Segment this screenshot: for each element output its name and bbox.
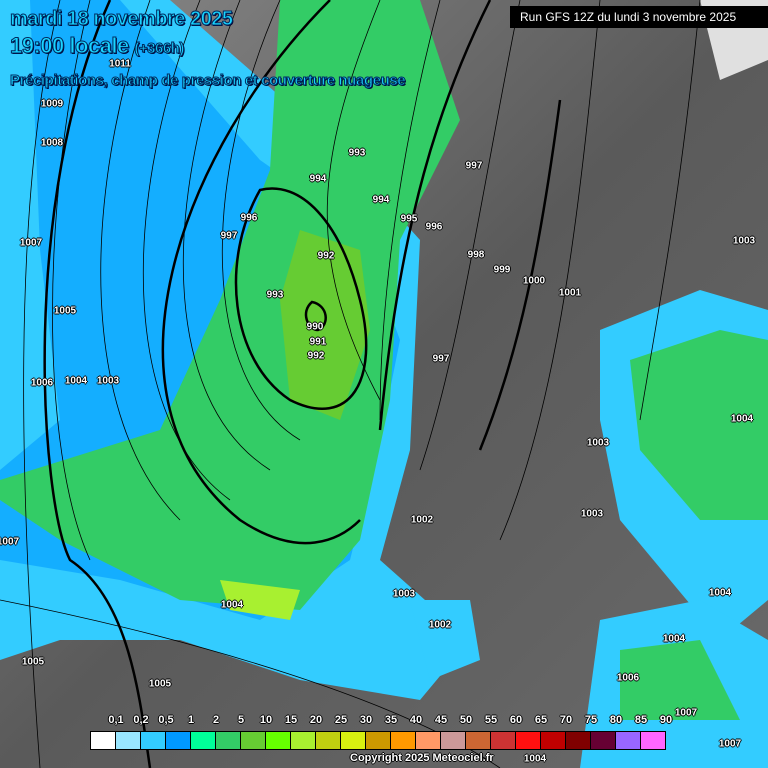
- legend-swatch: [416, 732, 441, 749]
- isobar-label: 994: [372, 194, 390, 206]
- legend-label: 40: [409, 714, 423, 726]
- isobar-label: 996: [425, 221, 443, 233]
- isobar-label: 991: [309, 336, 327, 348]
- legend-swatch: [166, 732, 191, 749]
- local-time: 19:00 locale: [10, 33, 130, 58]
- legend-label: 0,5: [158, 714, 174, 726]
- isobar-label: 1006: [616, 672, 640, 684]
- isobar-label: 1003: [96, 375, 120, 387]
- isobar-label: 1007: [0, 536, 20, 548]
- legend-label: 55: [484, 714, 498, 726]
- isobar-label: 1004: [730, 413, 754, 425]
- legend-swatch: [366, 732, 391, 749]
- legend-swatch: [91, 732, 116, 749]
- legend-label: 1: [187, 714, 195, 726]
- isobar-label: 992: [307, 350, 325, 362]
- legend-swatch: [116, 732, 141, 749]
- isobar-label: 995: [400, 213, 418, 225]
- legend-label: 30: [359, 714, 373, 726]
- lead-time: (+366h): [134, 40, 185, 58]
- isobar-label: 1005: [21, 656, 45, 668]
- legend-swatch: [291, 732, 316, 749]
- isobar-label: 1002: [428, 619, 452, 631]
- isobar-label: 1003: [732, 235, 756, 247]
- legend-swatch: [616, 732, 641, 749]
- isobar-label: 993: [348, 147, 366, 159]
- model-run-label: Run GFS 12Z du lundi 3 novembre 2025: [510, 6, 768, 28]
- isobar-label: 1003: [586, 437, 610, 449]
- legend-label: 60: [509, 714, 523, 726]
- legend-label: 0,1: [108, 714, 124, 726]
- legend-label: 50: [459, 714, 473, 726]
- isobar-label: 994: [309, 173, 327, 185]
- legend-label: 0,2: [133, 714, 149, 726]
- isobar-label: 1001: [558, 287, 582, 299]
- legend-label: 2: [212, 714, 220, 726]
- isobar-label: 999: [493, 264, 511, 276]
- isobar-label: 1003: [580, 508, 604, 520]
- legend-swatch: [441, 732, 466, 749]
- precipitation-legend: [90, 731, 666, 750]
- isobar-label: 1007: [718, 738, 742, 750]
- map-subtitle: Précipitations, champ de pression et cou…: [9, 72, 406, 90]
- isobar-label: 1004: [708, 587, 732, 599]
- isobar-label: 1004: [523, 753, 547, 765]
- legend-swatch: [191, 732, 216, 749]
- legend-swatch: [491, 732, 516, 749]
- legend-label: 15: [284, 714, 298, 726]
- legend-label: 70: [559, 714, 573, 726]
- isobar-label: 1000: [522, 275, 546, 287]
- legend-swatch: [541, 732, 566, 749]
- legend-label: 65: [534, 714, 548, 726]
- legend-swatch: [266, 732, 291, 749]
- isobar-label: 997: [220, 230, 238, 242]
- isobar-label: 1005: [53, 305, 77, 317]
- isobar-label: 1008: [40, 137, 64, 149]
- isobar-label: 990: [306, 321, 324, 333]
- legend-swatch: [241, 732, 266, 749]
- isobar-label: 993: [266, 289, 284, 301]
- isobar-label: 1007: [19, 237, 43, 249]
- legend-swatch: [141, 732, 166, 749]
- isobar-label: 1004: [220, 599, 244, 611]
- legend-label: 90: [659, 714, 673, 726]
- legend-label: 85: [634, 714, 648, 726]
- legend-label: 75: [584, 714, 598, 726]
- legend-label: 45: [434, 714, 448, 726]
- legend-swatch: [341, 732, 366, 749]
- legend-label: 20: [309, 714, 323, 726]
- legend-label: 35: [384, 714, 398, 726]
- isobar-label: 1002: [410, 514, 434, 526]
- isobar-label: 1009: [40, 98, 64, 110]
- legend-swatch: [466, 732, 491, 749]
- legend-swatch: [516, 732, 541, 749]
- isobar-label: 1006: [30, 377, 54, 389]
- legend-swatch: [391, 732, 416, 749]
- isobar-label: 1004: [64, 375, 88, 387]
- isobar-label: 996: [240, 212, 258, 224]
- isobar-label: 997: [465, 160, 483, 172]
- isobar-label: 1011: [109, 58, 131, 70]
- isobar-label: 998: [467, 249, 485, 261]
- legend-label: 10: [259, 714, 273, 726]
- isobar-label: 997: [432, 353, 450, 365]
- legend-swatch: [216, 732, 241, 749]
- isobar-label: 1004: [662, 633, 686, 645]
- legend-swatch: [641, 732, 665, 749]
- legend-swatch: [316, 732, 341, 749]
- isobar-label: 1005: [148, 678, 172, 690]
- legend-swatch: [591, 732, 616, 749]
- isobar-label: 1007: [674, 707, 698, 719]
- forecast-time: 19:00 locale (+366h): [10, 33, 185, 61]
- copyright: Copyright 2025 Meteociel.fr: [350, 752, 494, 764]
- legend-swatch: [566, 732, 591, 749]
- forecast-date: mardi 18 novembre 2025: [9, 8, 233, 31]
- legend-label: 25: [334, 714, 348, 726]
- legend-label: 80: [609, 714, 623, 726]
- isobar-label: 992: [317, 250, 335, 262]
- isobar-label: 1003: [392, 588, 416, 600]
- legend-label: 5: [237, 714, 245, 726]
